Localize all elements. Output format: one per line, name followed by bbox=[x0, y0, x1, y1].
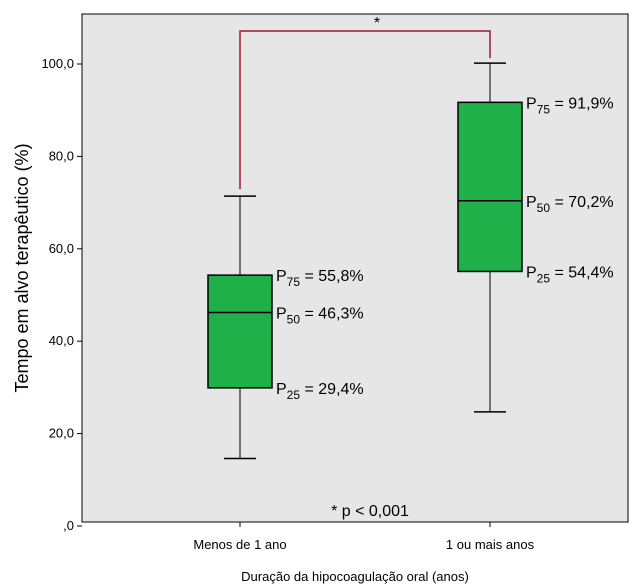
percentile-label: P75 = 55,8% bbox=[276, 268, 364, 289]
percentile-label: P75 = 91,9% bbox=[526, 95, 614, 116]
iqr-box bbox=[457, 101, 523, 273]
significance-note: * p < 0,001 bbox=[331, 503, 409, 520]
y-tick-label: 20,0 bbox=[49, 426, 74, 441]
percentile-label: P25 = 29,4% bbox=[276, 381, 364, 402]
box-2: P75 = 91,9% P50 = 70,2% P25 = 54,4% bbox=[457, 62, 614, 413]
x-axis: Menos de 1 ano 1 ou mais anos bbox=[193, 522, 535, 552]
annotations-group: * bbox=[239, 15, 491, 190]
y-tick-label: 100,0 bbox=[41, 56, 74, 71]
x-tick-label: 1 ou mais anos bbox=[446, 537, 535, 552]
y-axis: ,0 20,0 40,0 60,0 80,0 100,0 bbox=[41, 56, 82, 533]
iqr-box bbox=[207, 274, 273, 389]
percentile-label: P50 = 70,2% bbox=[526, 194, 614, 215]
plot-area bbox=[81, 13, 629, 523]
y-tick-label: 80,0 bbox=[49, 148, 74, 163]
y-tick-label: 40,0 bbox=[49, 333, 74, 348]
significance-bracket bbox=[239, 30, 491, 190]
y-tick-label: ,0 bbox=[63, 518, 74, 533]
y-axis-title: Tempo em alvo terapêutico (%) bbox=[12, 143, 32, 392]
x-tick-label: Menos de 1 ano bbox=[193, 537, 286, 552]
box-1: P75 = 55,8% P50 = 46,3% P25 = 29,4% bbox=[207, 195, 364, 460]
significance-star: * bbox=[374, 15, 380, 32]
x-axis-title: Duração da hipocoagulação oral (anos) bbox=[241, 569, 469, 584]
boxes-group: P75 = 55,8% P50 = 46,3% P25 = 29,4% P75 = 9… bbox=[207, 62, 614, 460]
y-tick-label: 60,0 bbox=[49, 241, 74, 256]
percentile-label: P50 = 46,3% bbox=[276, 306, 364, 327]
percentile-label: P25 = 54,4% bbox=[526, 264, 614, 285]
